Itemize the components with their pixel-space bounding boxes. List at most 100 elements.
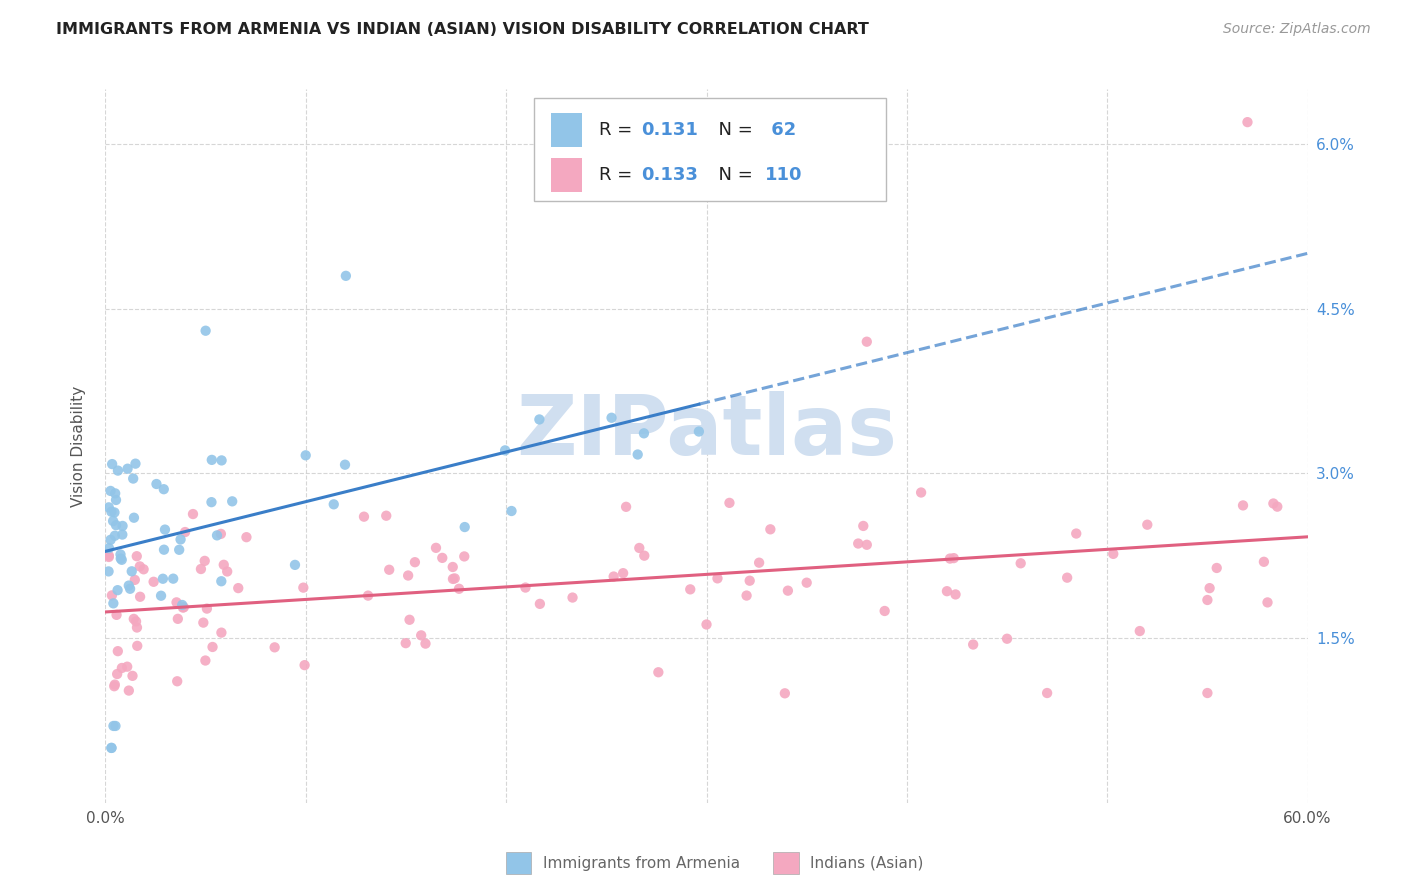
- Text: Indians (Asian): Indians (Asian): [810, 856, 924, 871]
- Point: [375, 508, 398, 523]
- Point: [120, 582, 142, 596]
- Point: [1232, 499, 1254, 513]
- Point: [100, 533, 122, 547]
- Point: [776, 583, 799, 598]
- Point: [107, 464, 129, 478]
- Point: [100, 740, 122, 755]
- Point: [209, 527, 232, 541]
- Point: [706, 571, 728, 585]
- Point: [614, 500, 637, 514]
- Point: [100, 740, 122, 755]
- Point: [602, 569, 624, 583]
- Point: [333, 458, 356, 472]
- Text: N =: N =: [707, 166, 759, 184]
- Point: [104, 493, 127, 508]
- Point: [201, 453, 224, 467]
- Point: [209, 574, 232, 589]
- Point: [501, 504, 523, 518]
- Point: [103, 596, 125, 610]
- Point: [515, 581, 537, 595]
- Point: [1198, 581, 1220, 595]
- Point: [995, 632, 1018, 646]
- Point: [105, 607, 128, 622]
- Point: [395, 636, 418, 650]
- Point: [679, 582, 702, 597]
- Point: [748, 556, 770, 570]
- Point: [153, 523, 176, 537]
- Point: [110, 548, 132, 562]
- Point: [396, 568, 419, 582]
- Point: [633, 549, 655, 563]
- Point: [1129, 624, 1152, 638]
- Point: [132, 562, 155, 576]
- Point: [357, 589, 380, 603]
- Point: [104, 677, 127, 691]
- Point: [454, 520, 477, 534]
- Point: [152, 482, 174, 496]
- Point: [105, 667, 128, 681]
- Point: [1257, 595, 1279, 609]
- Point: [205, 528, 228, 542]
- Point: [453, 549, 475, 564]
- Text: R =: R =: [599, 121, 638, 139]
- Point: [166, 612, 188, 626]
- Point: [647, 665, 669, 680]
- Point: [129, 590, 152, 604]
- Point: [125, 615, 148, 629]
- Point: [738, 574, 761, 588]
- Point: [322, 497, 344, 511]
- Point: [415, 637, 437, 651]
- Point: [111, 553, 134, 567]
- Point: [124, 573, 146, 587]
- Text: N =: N =: [707, 121, 759, 139]
- Point: [194, 554, 217, 568]
- Point: [353, 509, 375, 524]
- Point: [122, 472, 145, 486]
- Point: [796, 575, 818, 590]
- Point: [115, 659, 138, 673]
- Point: [1036, 686, 1059, 700]
- Point: [125, 620, 148, 634]
- Point: [181, 507, 204, 521]
- Point: [217, 565, 239, 579]
- Point: [443, 571, 465, 585]
- Point: [441, 560, 464, 574]
- Point: [101, 514, 124, 528]
- Point: [122, 612, 145, 626]
- Point: [855, 334, 877, 349]
- Point: [97, 565, 120, 579]
- Point: [107, 583, 129, 598]
- Point: [103, 719, 125, 733]
- Point: [200, 495, 222, 509]
- Point: [124, 457, 146, 471]
- Point: [142, 574, 165, 589]
- Point: [167, 542, 190, 557]
- Point: [939, 551, 962, 566]
- Point: [852, 519, 875, 533]
- Point: [162, 572, 184, 586]
- Point: [612, 566, 634, 581]
- Point: [100, 483, 122, 498]
- Point: [169, 533, 191, 547]
- Point: [447, 582, 470, 596]
- Point: [101, 457, 124, 471]
- Point: [122, 510, 145, 524]
- Point: [104, 719, 127, 733]
- Point: [97, 549, 120, 563]
- Point: [529, 412, 551, 426]
- Point: [190, 562, 212, 576]
- Point: [1197, 593, 1219, 607]
- Point: [226, 581, 249, 595]
- Text: 0.131: 0.131: [641, 121, 697, 139]
- Point: [118, 578, 141, 592]
- Point: [1253, 555, 1275, 569]
- Point: [150, 589, 173, 603]
- Point: [529, 597, 551, 611]
- Text: IMMIGRANTS FROM ARMENIA VS INDIAN (ASIAN) VISION DISABILITY CORRELATION CHART: IMMIGRANTS FROM ARMENIA VS INDIAN (ASIAN…: [56, 22, 869, 37]
- Point: [494, 443, 516, 458]
- Text: Source: ZipAtlas.com: Source: ZipAtlas.com: [1223, 22, 1371, 37]
- Point: [152, 572, 174, 586]
- Point: [172, 598, 194, 612]
- Point: [121, 669, 143, 683]
- Point: [195, 601, 218, 615]
